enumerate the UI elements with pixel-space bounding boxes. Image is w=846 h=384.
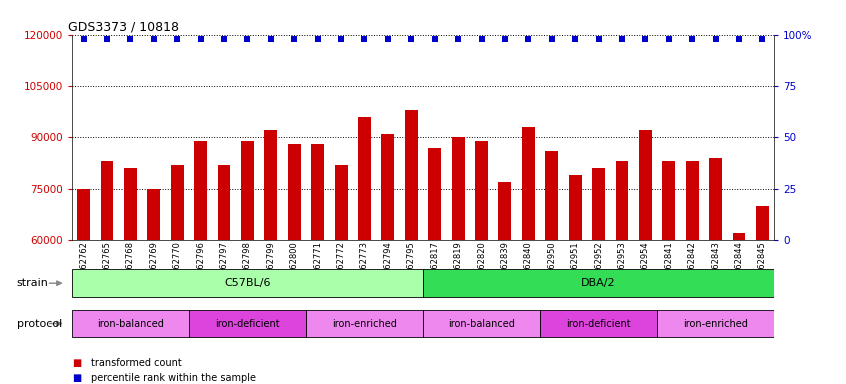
Point	[288, 36, 301, 42]
Bar	[358, 117, 371, 240]
Text: DBA/2: DBA/2	[581, 278, 616, 288]
Point	[639, 36, 652, 42]
Text: percentile rank within the sample: percentile rank within the sample	[91, 373, 255, 383]
Bar	[195, 141, 207, 240]
Text: iron-deficient: iron-deficient	[566, 318, 631, 329]
Point	[569, 36, 582, 42]
Bar	[616, 161, 629, 240]
Bar	[639, 131, 651, 240]
Bar	[522, 127, 535, 240]
Point	[475, 36, 488, 42]
Bar	[306, 310, 423, 338]
Bar	[709, 158, 722, 240]
Bar	[241, 141, 254, 240]
Bar	[657, 310, 774, 338]
Bar	[311, 144, 324, 240]
Point	[334, 36, 348, 42]
Bar	[662, 161, 675, 240]
Point	[709, 36, 722, 42]
Point	[147, 36, 161, 42]
Text: C57BL/6: C57BL/6	[224, 278, 271, 288]
Bar	[382, 134, 394, 240]
Point	[545, 36, 558, 42]
Bar	[498, 182, 511, 240]
Bar	[335, 165, 348, 240]
Text: iron-enriched: iron-enriched	[683, 318, 748, 329]
Text: GDS3373 / 10818: GDS3373 / 10818	[69, 20, 179, 33]
Bar	[592, 168, 605, 240]
Text: protocol: protocol	[17, 318, 62, 329]
Text: strain: strain	[17, 278, 49, 288]
Bar	[540, 310, 657, 338]
Point	[124, 36, 137, 42]
Text: ■: ■	[72, 358, 81, 368]
Bar	[546, 151, 558, 240]
Point	[358, 36, 371, 42]
Bar	[147, 189, 160, 240]
Point	[311, 36, 325, 42]
Point	[521, 36, 536, 42]
Bar	[452, 137, 464, 240]
Text: transformed count: transformed count	[91, 358, 181, 368]
Point	[100, 36, 113, 42]
Point	[381, 36, 394, 42]
Point	[615, 36, 629, 42]
Point	[428, 36, 442, 42]
Bar	[72, 310, 189, 338]
Bar	[475, 141, 488, 240]
Point	[662, 36, 675, 42]
Bar	[423, 270, 774, 297]
Point	[452, 36, 465, 42]
Text: iron-deficient: iron-deficient	[215, 318, 280, 329]
Point	[733, 36, 746, 42]
Point	[498, 36, 512, 42]
Point	[264, 36, 277, 42]
Bar	[423, 310, 540, 338]
Point	[591, 36, 605, 42]
Bar	[686, 161, 699, 240]
Bar	[171, 165, 184, 240]
Bar	[77, 189, 90, 240]
Text: iron-balanced: iron-balanced	[448, 318, 515, 329]
Point	[170, 36, 184, 42]
Bar	[288, 144, 300, 240]
Point	[685, 36, 699, 42]
Bar	[101, 161, 113, 240]
Bar	[405, 110, 418, 240]
Bar	[189, 310, 306, 338]
Bar	[124, 168, 137, 240]
Text: ■: ■	[72, 373, 81, 383]
Point	[755, 36, 769, 42]
Text: iron-enriched: iron-enriched	[332, 318, 397, 329]
Point	[194, 36, 207, 42]
Bar	[428, 147, 441, 240]
Point	[217, 36, 231, 42]
Bar	[72, 270, 423, 297]
Bar	[733, 233, 745, 240]
Bar	[217, 165, 230, 240]
Bar	[265, 131, 277, 240]
Text: iron-balanced: iron-balanced	[97, 318, 164, 329]
Bar	[569, 175, 581, 240]
Point	[404, 36, 418, 42]
Point	[240, 36, 254, 42]
Point	[77, 36, 91, 42]
Bar	[756, 206, 769, 240]
